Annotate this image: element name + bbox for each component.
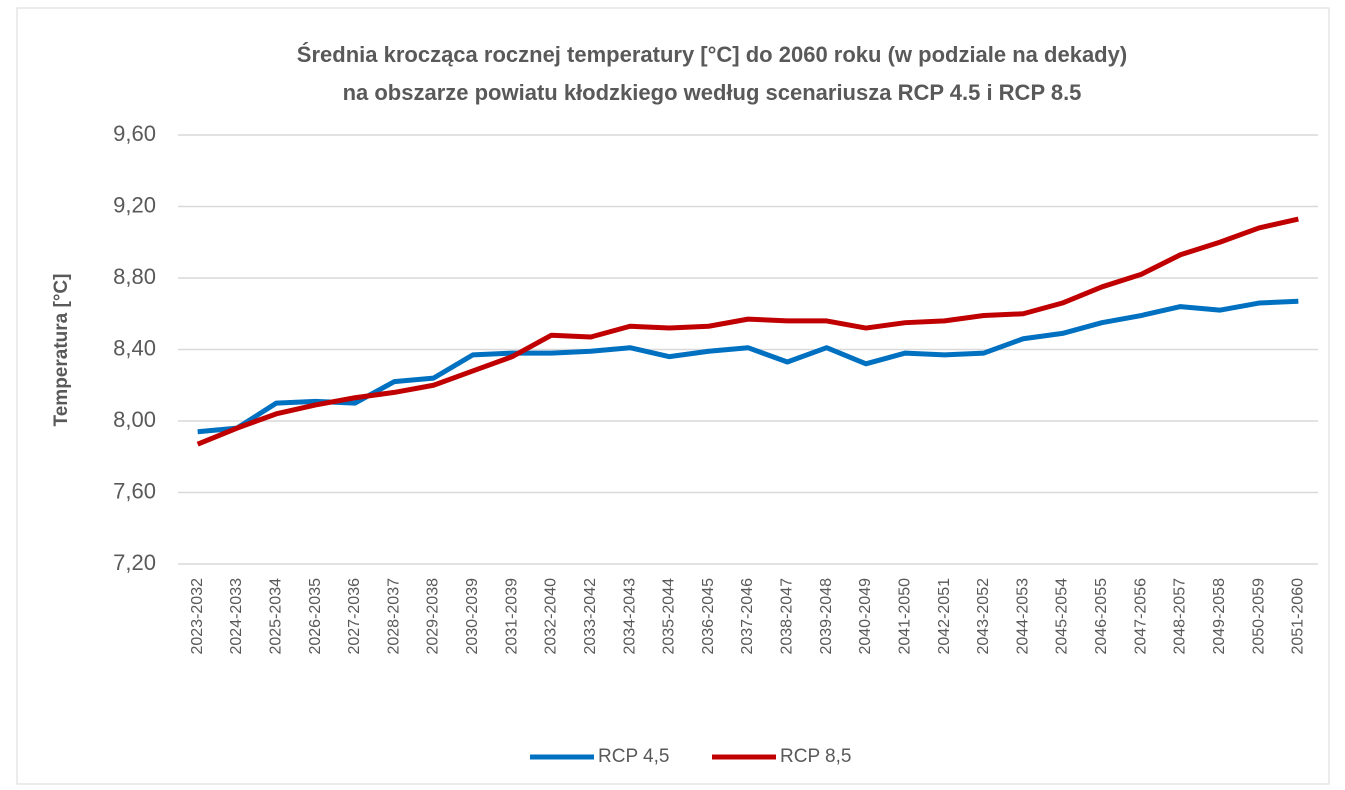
x-tick-label: 2037-2046 [739,578,756,655]
x-tick-label: 2033-2042 [582,578,599,655]
data-line [197,298,1299,435]
y-tick-label: 9,20 [113,192,156,217]
y-tick-label: 7,60 [113,478,156,503]
chart-title: Średnia krocząca rocznej temperatury [°C… [297,42,1127,67]
x-tick-label: 2047-2056 [1132,578,1149,655]
chart-title: na obszarze powiatu kłodzkiego według sc… [343,80,1082,105]
x-tick-label: 2042-2051 [936,578,953,655]
x-tick-label: 2050-2059 [1250,578,1267,655]
x-tick-label: 2039-2048 [818,578,835,655]
data-line [196,216,1299,447]
x-tick-label: 2031-2039 [503,578,520,655]
x-tick-label: 2036-2045 [700,578,717,655]
x-tick-label: 2023-2032 [189,578,206,655]
y-tick-label: 8,00 [113,407,156,432]
x-tick-label: 2025-2034 [267,578,284,655]
x-tick-label: 2029-2038 [425,578,442,655]
x-tick-label: 2046-2055 [1093,578,1110,655]
y-tick-label: 9,60 [113,121,156,146]
x-tick-label: 2024-2033 [228,578,245,655]
legend-label: RCP 8,5 [780,746,851,767]
x-tick-label: 2027-2036 [346,578,363,655]
x-tick-label: 2044-2053 [1014,578,1031,655]
x-tick-label: 2040-2049 [857,578,874,655]
x-tick-label: 2043-2052 [975,578,992,655]
y-tick-label: 8,80 [113,264,156,289]
chart-frame [16,7,1330,785]
x-tick-label: 2028-2037 [385,578,402,655]
x-tick-label: 2032-2040 [543,578,560,655]
x-tick-label: 2038-2047 [779,578,796,655]
x-tick-label: 2045-2054 [1054,578,1071,655]
x-tick-label: 2041-2050 [896,578,913,655]
y-tick-label: 7,20 [113,550,156,575]
x-tick-label: 2034-2043 [621,578,638,655]
x-tick-label: 2026-2035 [307,578,324,655]
x-tick-label: 2051-2060 [1290,578,1307,655]
legend-label: RCP 4,5 [598,746,669,767]
y-axis-label: Temperatura [°C] [51,274,72,427]
y-tick-label: 8,40 [113,335,156,360]
x-tick-label: 2035-2044 [661,578,678,655]
x-tick-label: 2048-2057 [1172,578,1189,655]
x-tick-label: 2030-2039 [464,578,481,655]
x-tick-label: 2049-2058 [1211,578,1228,655]
